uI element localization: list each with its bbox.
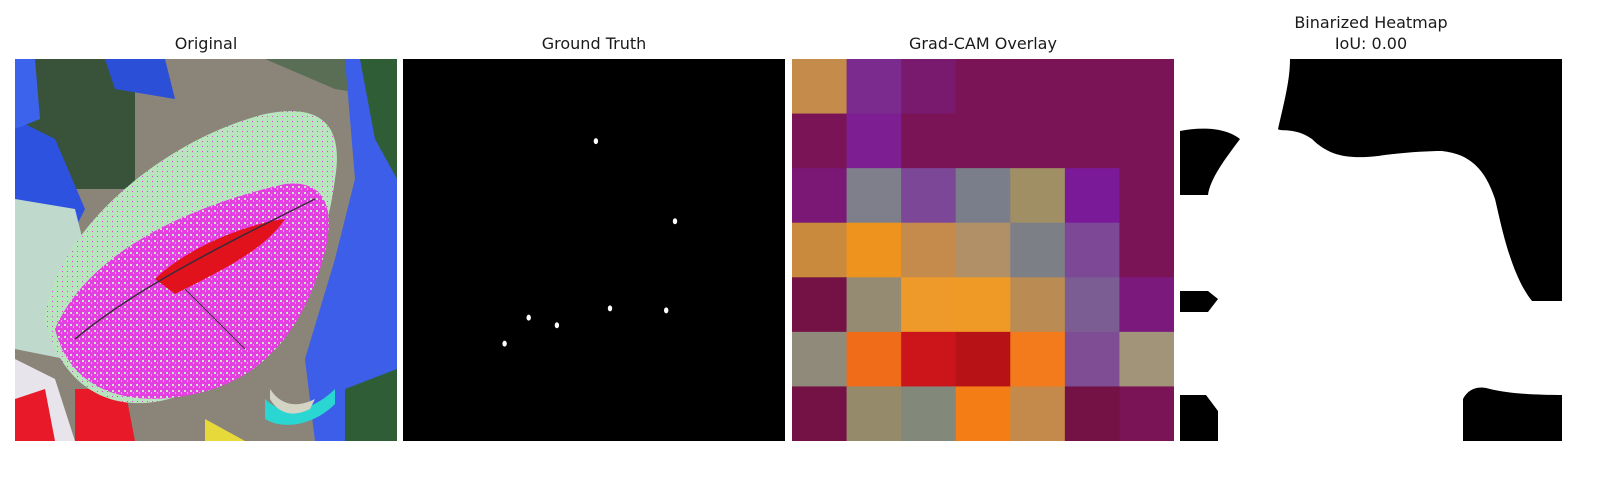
gradcam-cell: [901, 386, 957, 441]
gradcam-cell: [1064, 386, 1121, 441]
gradcam-cell: [846, 59, 902, 115]
gradcam-cell: [955, 222, 1011, 278]
gradcam-cell: [901, 222, 957, 278]
gradcam-cell: [1010, 386, 1066, 441]
gradcam-cell: [1010, 277, 1066, 333]
gradcam-cell: [1064, 113, 1121, 169]
gradcam-cell: [955, 331, 1011, 388]
ground-truth-spot: [526, 314, 531, 321]
panel-title-binarized: Binarized Heatmap: [1294, 13, 1448, 32]
gradcam-cell: [846, 277, 902, 333]
panel-gradcam-overlay: Grad-CAM Overlay: [792, 0, 1174, 500]
gradcam-cell: [846, 168, 902, 224]
gradcam-cell: [955, 386, 1011, 441]
gradcam-cell: [955, 59, 1011, 115]
gradcam-cell: [901, 168, 957, 224]
gradcam-cell: [846, 386, 902, 441]
gradcam-cell: [1064, 222, 1121, 278]
gradcam-cell: [1119, 113, 1174, 169]
gradcam-cell: [1010, 59, 1066, 115]
gradcam-cell: [1010, 113, 1066, 169]
ground-truth-spot: [664, 307, 669, 314]
gradcam-cell: [901, 331, 957, 388]
gradcam-cell: [1064, 277, 1121, 333]
gradcam-cell: [846, 331, 902, 388]
gradcam-cell: [1010, 222, 1066, 278]
ground-truth-spot: [502, 340, 507, 347]
panel-title-ground-truth: Ground Truth: [541, 34, 647, 53]
ground-truth-spot: [593, 138, 599, 145]
gradcam-cell: [1064, 59, 1121, 115]
gradcam-cell: [1119, 59, 1174, 115]
gradcam-cell: [1119, 168, 1174, 224]
panel-binarized-heatmap: Binarized Heatmap IoU: 0.00: [1180, 0, 1562, 500]
gradcam-cell: [1010, 331, 1066, 388]
gradcam-cell: [955, 168, 1011, 224]
panel-ground-truth: Ground Truth: [403, 0, 785, 500]
ground-truth-spot: [672, 218, 678, 225]
ground-truth-mask: [403, 59, 785, 441]
binarized-mask: [1180, 59, 1562, 441]
gradcam-heatmap: [792, 59, 1174, 441]
ground-truth-spot: [607, 305, 613, 312]
gradcam-cell: [846, 222, 902, 278]
panel-title-gradcam: Grad-CAM Overlay: [909, 34, 1057, 53]
gradcam-cell: [955, 277, 1011, 333]
gradcam-cell: [792, 222, 848, 278]
gradcam-cell: [792, 331, 848, 388]
gradcam-cell: [901, 113, 957, 169]
ground-truth-spot: [554, 322, 560, 329]
panel-original: Original: [15, 0, 397, 500]
gradcam-cell: [846, 113, 902, 169]
gradcam-cell: [1119, 386, 1174, 441]
gradcam-cell: [955, 113, 1011, 169]
gradcam-cell: [792, 113, 848, 169]
gradcam-cell: [792, 59, 848, 115]
gradcam-cell: [792, 277, 848, 333]
gradcam-cell: [1010, 168, 1066, 224]
gradcam-cell: [1064, 168, 1121, 224]
gradcam-cell: [901, 59, 957, 115]
panel-subtitle-iou: IoU: 0.00: [1334, 34, 1408, 53]
gradcam-cell: [1064, 331, 1121, 388]
gradcam-cell: [901, 277, 957, 333]
gradcam-cell: [1119, 277, 1174, 333]
original-image: [15, 59, 397, 441]
panel-title-original: Original: [174, 34, 238, 53]
gradcam-cell: [1119, 222, 1174, 278]
gradcam-cell: [1119, 331, 1174, 388]
gradcam-cell: [792, 386, 848, 441]
gradcam-cell: [792, 168, 848, 224]
